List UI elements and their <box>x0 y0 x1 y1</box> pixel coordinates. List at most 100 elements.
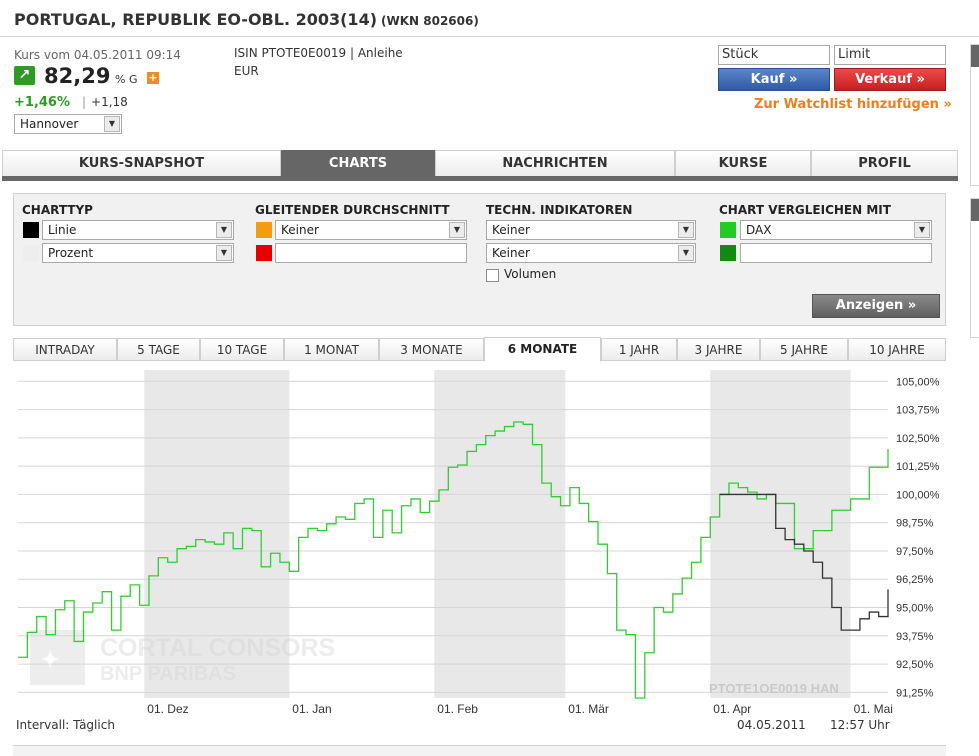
scale-select[interactable]: Prozent ▼ <box>42 243 234 263</box>
tab-5-jahre[interactable]: 5 JAHRE <box>760 338 848 361</box>
y-axis-labels: 105,00% 103,75% 102,50% 101,25% 100,00% 98,75… <box>896 376 940 699</box>
tab-3-monate[interactable]: 3 MONATE <box>379 338 484 361</box>
y-tick-label: 100,00% <box>896 489 940 501</box>
charttyp-select[interactable]: Linie ▼ <box>42 220 234 240</box>
arrow-up-right-icon: ↗ <box>14 66 35 85</box>
y-tick-label: 95,00% <box>896 603 934 615</box>
plus-icon[interactable]: + <box>147 71 159 84</box>
exchange-select[interactable]: Hannover ▼ <box>14 114 122 134</box>
price-value: 82,29 <box>44 64 111 88</box>
chevron-down-icon: ▼ <box>678 245 694 261</box>
compare2-color-swatch[interactable] <box>720 245 736 261</box>
x-tick-label: 01. Feb <box>437 702 478 716</box>
series-line-1 <box>719 493 889 631</box>
side-panel-bottom-header <box>971 199 979 221</box>
compare-select-value: DAX <box>746 223 772 237</box>
limit-input[interactable]: Limit <box>834 45 946 65</box>
currency: EUR <box>234 64 259 78</box>
tab-kurse[interactable]: KURSE <box>675 150 811 176</box>
y-tick-label: 92,50% <box>896 659 934 671</box>
month-band-1 <box>434 370 566 698</box>
period-tabs: INTRADAY 5 TAGE 10 TAGE 1 MONAT 3 MONATE… <box>13 337 946 362</box>
tab-profil[interactable]: PROFIL <box>811 150 958 176</box>
logo-text-line1: CORTAL CONSORS <box>100 634 335 662</box>
quote-timestamp: Kurs vom 04.05.2011 09:14 <box>14 48 181 62</box>
tab-1-jahr[interactable]: 1 JAHR <box>601 338 677 361</box>
indicator-select-2-value: Keiner <box>492 246 530 260</box>
isin-line: ISIN PTOTE0E0019 | Anleihe <box>234 46 403 60</box>
compare-color-swatch[interactable] <box>720 222 736 238</box>
tab-5-tage[interactable]: 5 TAGE <box>117 338 200 361</box>
chevron-down-icon: ▼ <box>216 222 232 238</box>
limit-placeholder: Limit <box>838 47 871 62</box>
charttyp-color-swatch[interactable] <box>23 222 39 238</box>
moving-average-select-value: Keiner <box>281 223 319 237</box>
buy-button[interactable]: Kauf » <box>718 68 830 91</box>
price-unit: % G <box>115 73 138 86</box>
wkn-label: (WKN 802606) <box>381 14 479 28</box>
indicator-select-1[interactable]: Keiner ▼ <box>486 220 696 240</box>
logo-mark <box>30 630 85 685</box>
cortal-consors-logo: ✦ CORTAL CONSORS BNP PARIBAS <box>30 630 335 685</box>
volumen-label: Volumen <box>504 267 557 281</box>
tab-10-tage[interactable]: 10 TAGE <box>200 338 284 361</box>
main-tabs: KURS-SNAPSHOT CHARTS NACHRICHTEN KURSE P… <box>2 150 958 180</box>
chart-settings-panel: CHARTTYP Linie ▼ Prozent ▼ GLEITENDER DURC… <box>13 193 946 326</box>
ma-color-swatch[interactable] <box>256 222 272 238</box>
tab-1-monat[interactable]: 1 MONAT <box>284 338 379 361</box>
tab-6-monate[interactable]: 6 MONATE <box>484 337 601 362</box>
tab-kurs-snapshot[interactable]: KURS-SNAPSHOT <box>2 150 281 176</box>
tab-charts[interactable]: CHARTS <box>281 150 435 176</box>
x-axis-labels: 01. Dez 01. Jan 01. Feb 01. Mär 01. Apr 01. M… <box>147 702 893 716</box>
compare-select[interactable]: DAX ▼ <box>740 220 932 240</box>
gleitender-heading: GLEITENDER DURCHSCHNITT <box>255 203 450 217</box>
exchange-select-value: Hannover <box>20 117 79 131</box>
charttyp-heading: CHARTTYP <box>22 203 93 217</box>
tab-3-jahre[interactable]: 3 JAHRE <box>677 338 760 361</box>
month-band-0 <box>144 370 290 698</box>
add-to-watchlist-link[interactable]: Zur Watchlist hinzufügen » <box>754 97 952 112</box>
moving-average-input[interactable] <box>275 243 467 263</box>
indicator-select-2[interactable]: Keiner ▼ <box>486 243 696 263</box>
stueck-input[interactable]: Stück <box>718 45 830 65</box>
y-tick-label: 103,75% <box>896 405 940 417</box>
tab-intraday[interactable]: INTRADAY <box>13 338 117 361</box>
month-band-2 <box>710 370 851 698</box>
x-tick-label: 01. Apr <box>713 702 751 716</box>
y-tick-label: 102,50% <box>896 433 940 445</box>
sell-button[interactable]: Verkauf » <box>834 68 946 91</box>
chevron-down-icon: ▼ <box>678 222 694 238</box>
chart-time: 12:57 Uhr <box>830 718 890 732</box>
y-tick-label: 98,75% <box>896 518 934 530</box>
moving-average-select[interactable]: Keiner ▼ <box>275 220 467 240</box>
x-tick-label: 01. Jan <box>292 702 331 716</box>
vergleich-heading: CHART VERGLEICHEN MIT <box>719 203 891 217</box>
y-tick-label: 101,25% <box>896 461 940 473</box>
page-title: PORTUGAL, REPUBLIK EO-OBL. 2003(14) (WKN … <box>14 10 479 29</box>
tab-10-jahre[interactable]: 10 JAHRE <box>848 338 946 361</box>
chart-watermark: PTOTE1OE0019 HAN <box>709 681 839 696</box>
header-divider <box>0 36 979 37</box>
change-absolute: | +1,18 <box>82 95 128 109</box>
change-absolute-value: +1,18 <box>91 95 128 109</box>
series-line-0 <box>18 421 889 699</box>
change-percent: +1,46% <box>14 95 70 110</box>
ma2-color-swatch[interactable] <box>256 245 272 261</box>
chart-date: 04.05.2011 <box>737 718 806 732</box>
change-separator: | <box>82 95 87 109</box>
volumen-checkbox[interactable] <box>486 269 499 282</box>
scale-color-swatch <box>23 245 39 261</box>
chart-series <box>18 421 889 699</box>
chart-grid <box>18 380 888 693</box>
y-tick-label: 105,00% <box>896 376 940 388</box>
stueck-placeholder: Stück <box>722 47 759 62</box>
tab-nachrichten[interactable]: NACHRICHTEN <box>435 150 675 176</box>
compare-input[interactable] <box>740 243 932 263</box>
x-tick-label: 01. Mär <box>568 702 609 716</box>
bond-name: PORTUGAL, REPUBLIK EO-OBL. 2003(14) <box>14 10 378 29</box>
logo-text-line2: BNP PARIBAS <box>100 663 236 685</box>
side-panel-top-header <box>971 45 979 67</box>
anzeigen-button[interactable]: Anzeigen » <box>812 294 940 318</box>
footer-strip <box>13 745 946 756</box>
